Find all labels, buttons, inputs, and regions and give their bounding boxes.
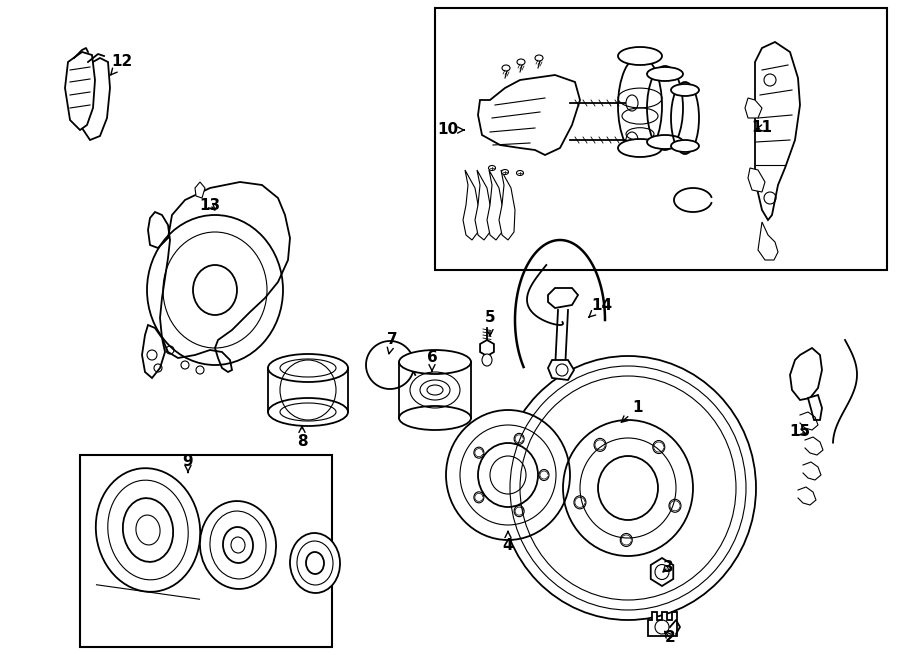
Text: 6: 6 xyxy=(427,350,437,371)
Bar xyxy=(80,455,332,647)
Text: 7: 7 xyxy=(387,332,397,354)
Polygon shape xyxy=(65,52,95,130)
Ellipse shape xyxy=(517,171,524,176)
Polygon shape xyxy=(78,58,110,140)
Ellipse shape xyxy=(626,132,638,148)
Ellipse shape xyxy=(268,354,348,382)
Polygon shape xyxy=(790,348,822,400)
Ellipse shape xyxy=(502,65,510,71)
Polygon shape xyxy=(651,558,673,586)
Ellipse shape xyxy=(626,95,638,111)
Polygon shape xyxy=(548,288,578,308)
Polygon shape xyxy=(478,75,580,155)
Text: 9: 9 xyxy=(183,455,194,473)
Polygon shape xyxy=(499,170,515,240)
Ellipse shape xyxy=(501,169,508,175)
Ellipse shape xyxy=(268,398,348,426)
Ellipse shape xyxy=(671,84,699,96)
Polygon shape xyxy=(148,182,290,372)
Polygon shape xyxy=(475,170,491,240)
Ellipse shape xyxy=(618,47,662,65)
Ellipse shape xyxy=(399,406,471,430)
Polygon shape xyxy=(755,42,800,220)
Text: 1: 1 xyxy=(621,401,644,422)
Text: 11: 11 xyxy=(752,120,772,136)
Ellipse shape xyxy=(446,410,570,540)
Ellipse shape xyxy=(647,135,683,149)
Polygon shape xyxy=(487,170,503,240)
Ellipse shape xyxy=(399,350,471,374)
Text: 14: 14 xyxy=(589,297,613,317)
Ellipse shape xyxy=(489,165,496,171)
Polygon shape xyxy=(480,340,494,356)
Polygon shape xyxy=(142,325,165,378)
Ellipse shape xyxy=(517,59,525,65)
Ellipse shape xyxy=(535,55,543,61)
Ellipse shape xyxy=(200,501,276,589)
Polygon shape xyxy=(195,182,205,198)
Ellipse shape xyxy=(482,354,492,366)
Ellipse shape xyxy=(671,140,699,152)
Polygon shape xyxy=(648,612,677,636)
Bar xyxy=(435,8,887,270)
Polygon shape xyxy=(548,360,574,380)
Polygon shape xyxy=(745,98,762,118)
Text: 13: 13 xyxy=(200,198,220,212)
Ellipse shape xyxy=(290,533,340,593)
Text: 2: 2 xyxy=(664,631,675,646)
Ellipse shape xyxy=(647,67,683,81)
Ellipse shape xyxy=(500,356,756,620)
Text: 3: 3 xyxy=(662,559,673,574)
Text: 8: 8 xyxy=(297,426,307,449)
Text: 5: 5 xyxy=(485,311,495,336)
Ellipse shape xyxy=(618,139,662,157)
Polygon shape xyxy=(808,395,822,420)
Text: 15: 15 xyxy=(789,424,811,440)
Polygon shape xyxy=(463,170,479,240)
Text: 4: 4 xyxy=(503,531,513,553)
Polygon shape xyxy=(758,222,778,260)
Text: 10: 10 xyxy=(437,122,464,137)
Polygon shape xyxy=(748,168,765,192)
Ellipse shape xyxy=(95,468,200,592)
Text: 12: 12 xyxy=(111,54,132,75)
